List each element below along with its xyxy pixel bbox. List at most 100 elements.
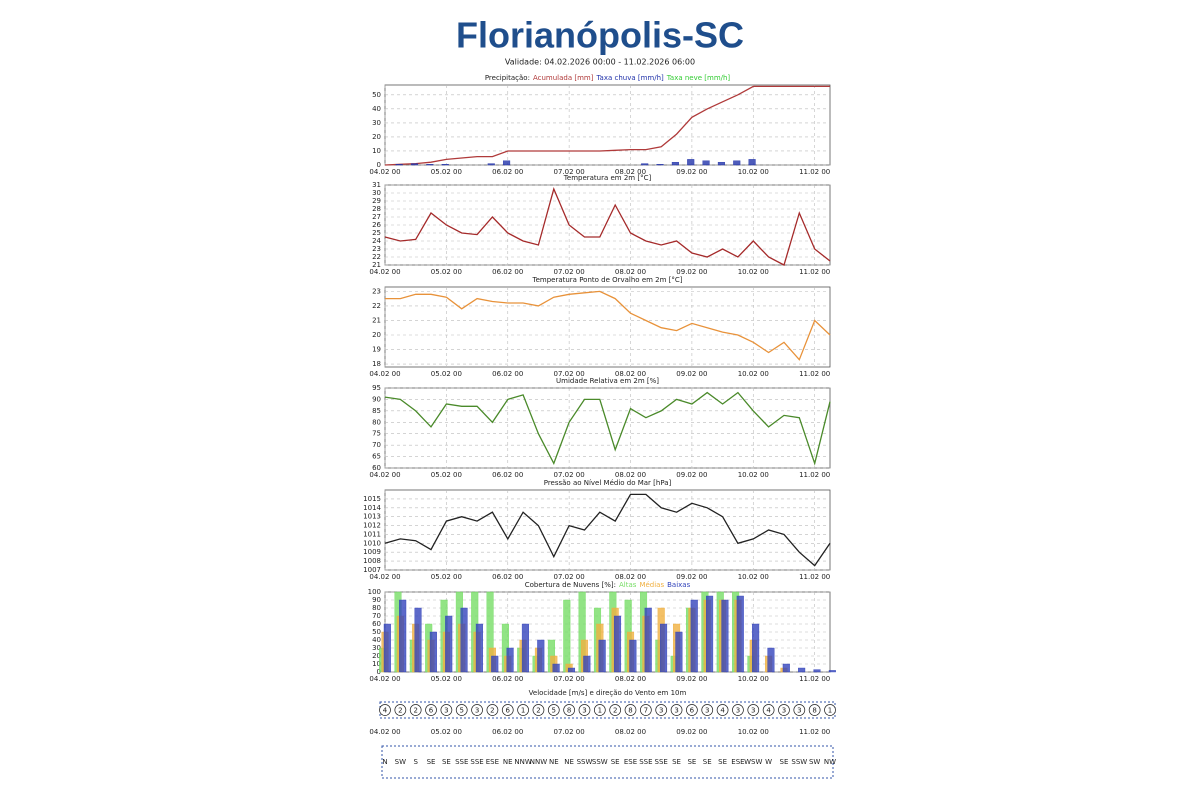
y-tick-label: 0 [377,161,381,169]
wind-speed-label: 2 [613,707,617,715]
bar [733,160,741,166]
x-tick-label: 10.02 00 [738,370,769,378]
x-tick-label: 09.02 00 [676,675,707,683]
wind-speed-label: 7 [644,707,648,715]
wind-direction-label: SSE [470,758,483,766]
wind-speed-marker [440,704,453,716]
panel-title: Temperatura Ponto de Orvalho em 2m [°C] [531,276,682,284]
panel-title-text: Pressão ao Nível Médio do Mar [hPa] [544,479,672,487]
wind-direction-label: S [413,758,418,766]
bar [706,595,714,673]
wind-direction-label: NNW [530,758,547,766]
x-tick-label: 07.02 00 [554,675,585,683]
wind-speed-marker [670,704,683,716]
legend-entry: Baixas [667,581,690,589]
plot-frame [384,387,831,469]
panel-title: Umidade Relativa em 2m [%] [556,377,659,385]
x-tick-label: 07.02 00 [554,728,585,736]
y-tick-label: 1007 [363,566,381,574]
bar [644,607,652,673]
x-tick-label: 08.02 00 [615,370,646,378]
bar [475,623,483,673]
panel-title: Pressão ao Nível Médio do Mar [hPa] [544,479,672,487]
wind-direction-label: SE [718,758,727,766]
wind-direction-label: NE [564,758,574,766]
x-tick-label: 09.02 00 [676,168,707,176]
x-tick-label: 05.02 00 [431,471,462,479]
y-tick-label: 40 [372,105,381,113]
bar [656,164,664,166]
x-tick-label: 11.02 00 [799,675,830,683]
wind-speed-label: 3 [782,707,786,715]
wind-speed-marker [716,704,729,716]
bar [441,164,449,166]
x-tick-label: 11.02 00 [799,268,830,276]
y-tick-label: 24 [372,237,381,245]
wind-direction-label: ESE [486,758,499,766]
bar [537,639,545,673]
wind-direction-label: SSE [455,758,468,766]
x-tick-label: 06.02 00 [492,728,523,736]
plot-frame [384,489,831,571]
y-tick-label: 85 [372,407,381,415]
x-tick-label: 06.02 00 [492,675,523,683]
wind-speed-marker [640,704,652,716]
x-tick-label: 11.02 00 [799,168,830,176]
y-tick-label: 1012 [363,522,381,530]
bar [487,163,495,166]
legend-entry: Taxa chuva [mm/h] [595,74,664,82]
wind-speed-label: 3 [797,707,801,715]
wind-speed-label: 6 [429,707,434,715]
bar [717,161,725,166]
y-tick-label: 60 [372,620,381,628]
y-tick-label: 40 [372,636,381,644]
wind-speed-marker [747,704,760,716]
wind-speed-marker [578,704,591,716]
y-tick-label: 20 [372,652,381,660]
y-tick-label: 50 [372,91,381,99]
x-tick-label: 09.02 00 [676,728,707,736]
y-tick-label: 23 [372,287,381,295]
bar [491,655,499,673]
x-tick-label: 10.02 00 [738,168,769,176]
x-tick-label: 07.02 00 [554,471,585,479]
x-tick-label: 11.02 00 [799,573,830,581]
wind-speed-label: 3 [751,707,755,715]
y-tick-label: 30 [372,644,381,652]
y-tick-label: 10 [372,147,381,155]
x-tick-label: 05.02 00 [431,168,462,176]
wind-speed-marker [793,704,806,716]
wind-direction-label: SE [611,758,620,766]
bar [660,623,668,673]
x-tick-label: 04.02 00 [369,573,400,581]
panel-title: Cobertura de Nuvens [%]: Altas Médias Baixa… [525,581,691,589]
bar [748,159,756,166]
y-tick-label: 1008 [363,557,381,565]
x-tick-label: 05.02 00 [431,573,462,581]
wind-speed-marker [455,704,468,716]
bar [567,667,576,673]
x-tick-label: 10.02 00 [738,728,769,736]
bar [641,163,649,166]
plot-frame [384,84,831,166]
y-tick-label: 80 [372,604,381,612]
x-tick-label: 10.02 00 [738,268,769,276]
bar [395,164,403,166]
bar [613,615,622,673]
x-tick-label: 08.02 00 [615,268,646,276]
y-tick-label: 30 [372,119,381,127]
y-tick-label: 25 [372,229,381,237]
wind-speed-marker [563,704,575,716]
panel-title-text: Precipitação: [485,74,530,82]
wind-direction-label: SE [687,758,696,766]
wind-direction-label: ESE [731,758,744,766]
wind-speed-label: 5 [552,707,556,715]
y-tick-label: 100 [368,588,381,596]
bar [736,595,744,673]
bar [828,670,836,673]
series-line [385,290,831,361]
bar [782,663,790,673]
wind-direction-label: SE [780,758,789,766]
y-tick-label: 31 [372,181,381,189]
y-tick-label: 0 [377,668,381,676]
